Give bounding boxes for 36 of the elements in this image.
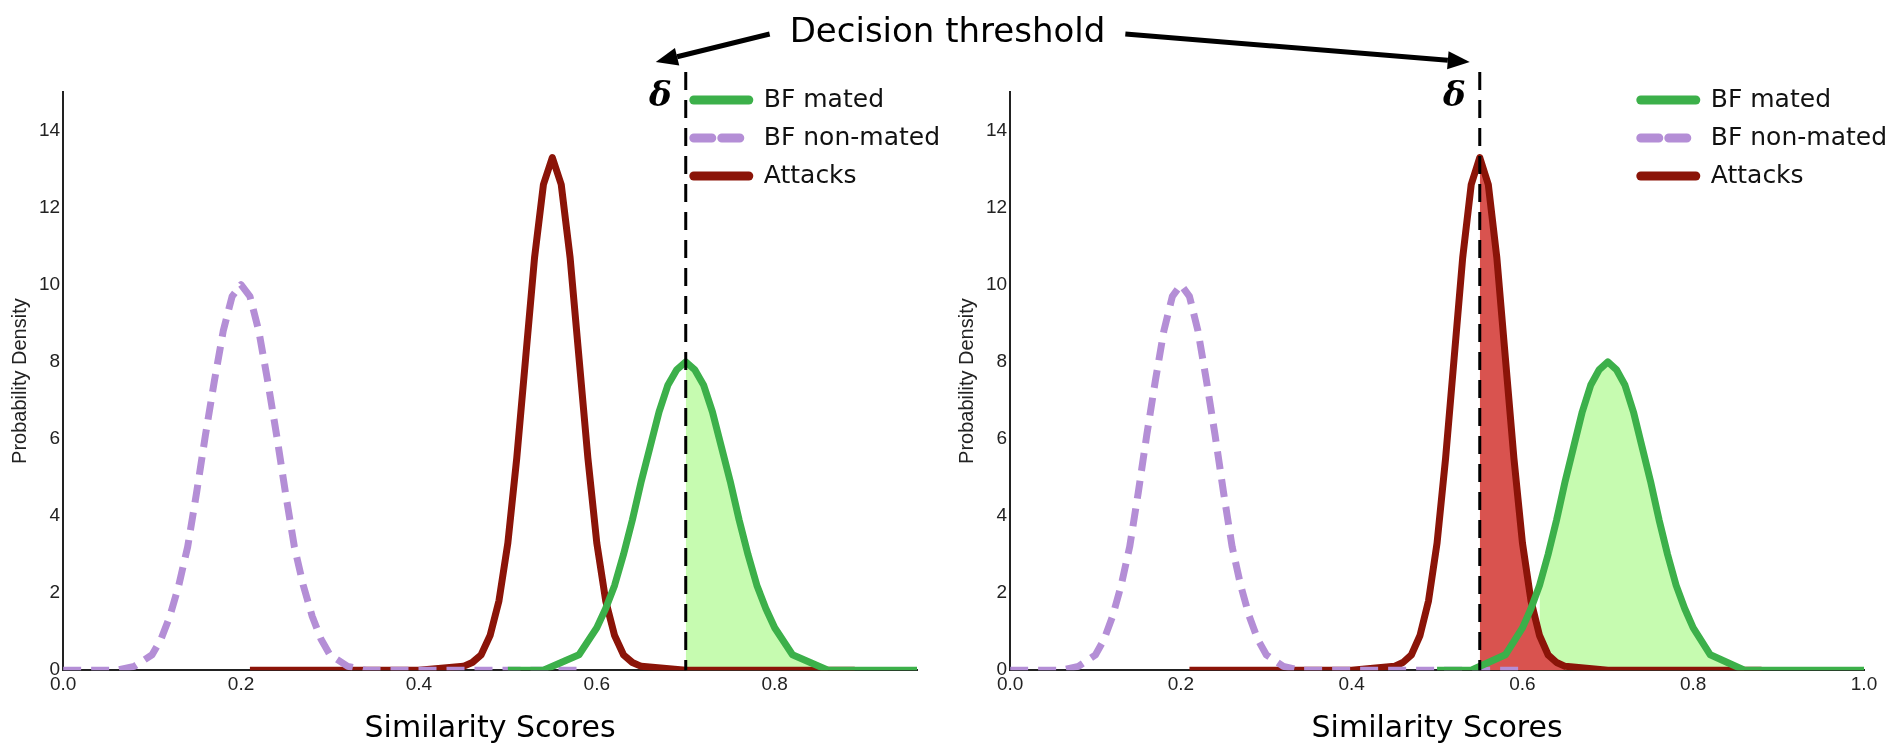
- text: Decision threshold: [779, 10, 1116, 50]
- y-tick-label: 10: [985, 272, 1008, 294]
- x-tick-label: 0.4: [1338, 672, 1366, 694]
- y-tick-label: 10: [38, 272, 61, 294]
- legend-label: BF non-mated: [1710, 121, 1888, 151]
- y-tick-label: 12: [985, 195, 1008, 217]
- x-tick-label: 0.6: [583, 672, 611, 694]
- y-tick-label: 4: [996, 504, 1008, 526]
- legend-label: BF non-mated: [763, 121, 941, 151]
- ref-line-label: δ: [1442, 73, 1466, 114]
- y-tick-label: 6: [996, 427, 1008, 449]
- x-axis-title: Similarity Scores: [364, 708, 616, 744]
- legend-label: BF mated: [763, 83, 884, 113]
- y-axis-title: Probability Density: [7, 298, 30, 464]
- x-axis-title: Similarity Scores: [1311, 708, 1563, 744]
- y-tick-label: 8: [49, 350, 61, 372]
- x-tick-label: 0.8: [761, 672, 788, 694]
- legend-label: Attacks: [763, 159, 857, 189]
- x-tick-label: 0.8: [1680, 672, 1707, 694]
- x-tick-label: 1.0: [1850, 672, 1878, 694]
- x-tick-label: 0.2: [1167, 672, 1195, 694]
- y-tick-label: 6: [49, 427, 61, 449]
- y-axis-title: Probability Density: [954, 298, 977, 464]
- y-tick-label: 14: [985, 118, 1008, 140]
- y-tick-label: 4: [49, 504, 61, 526]
- x-tick-label: 0.2: [227, 672, 255, 694]
- legend-label: Attacks: [1710, 159, 1804, 189]
- y-tick-label: 12: [38, 195, 61, 217]
- y-tick-label: 2: [996, 581, 1008, 603]
- y-tick-label: 8: [996, 350, 1008, 372]
- y-tick-label: 14: [38, 118, 61, 140]
- y-tick-label: 2: [49, 581, 61, 603]
- ref-line-label: δ: [648, 73, 672, 114]
- legend-label: BF mated: [1710, 83, 1831, 113]
- x-tick-label: 0.4: [405, 672, 433, 694]
- x-tick-label: 0.6: [1509, 672, 1536, 694]
